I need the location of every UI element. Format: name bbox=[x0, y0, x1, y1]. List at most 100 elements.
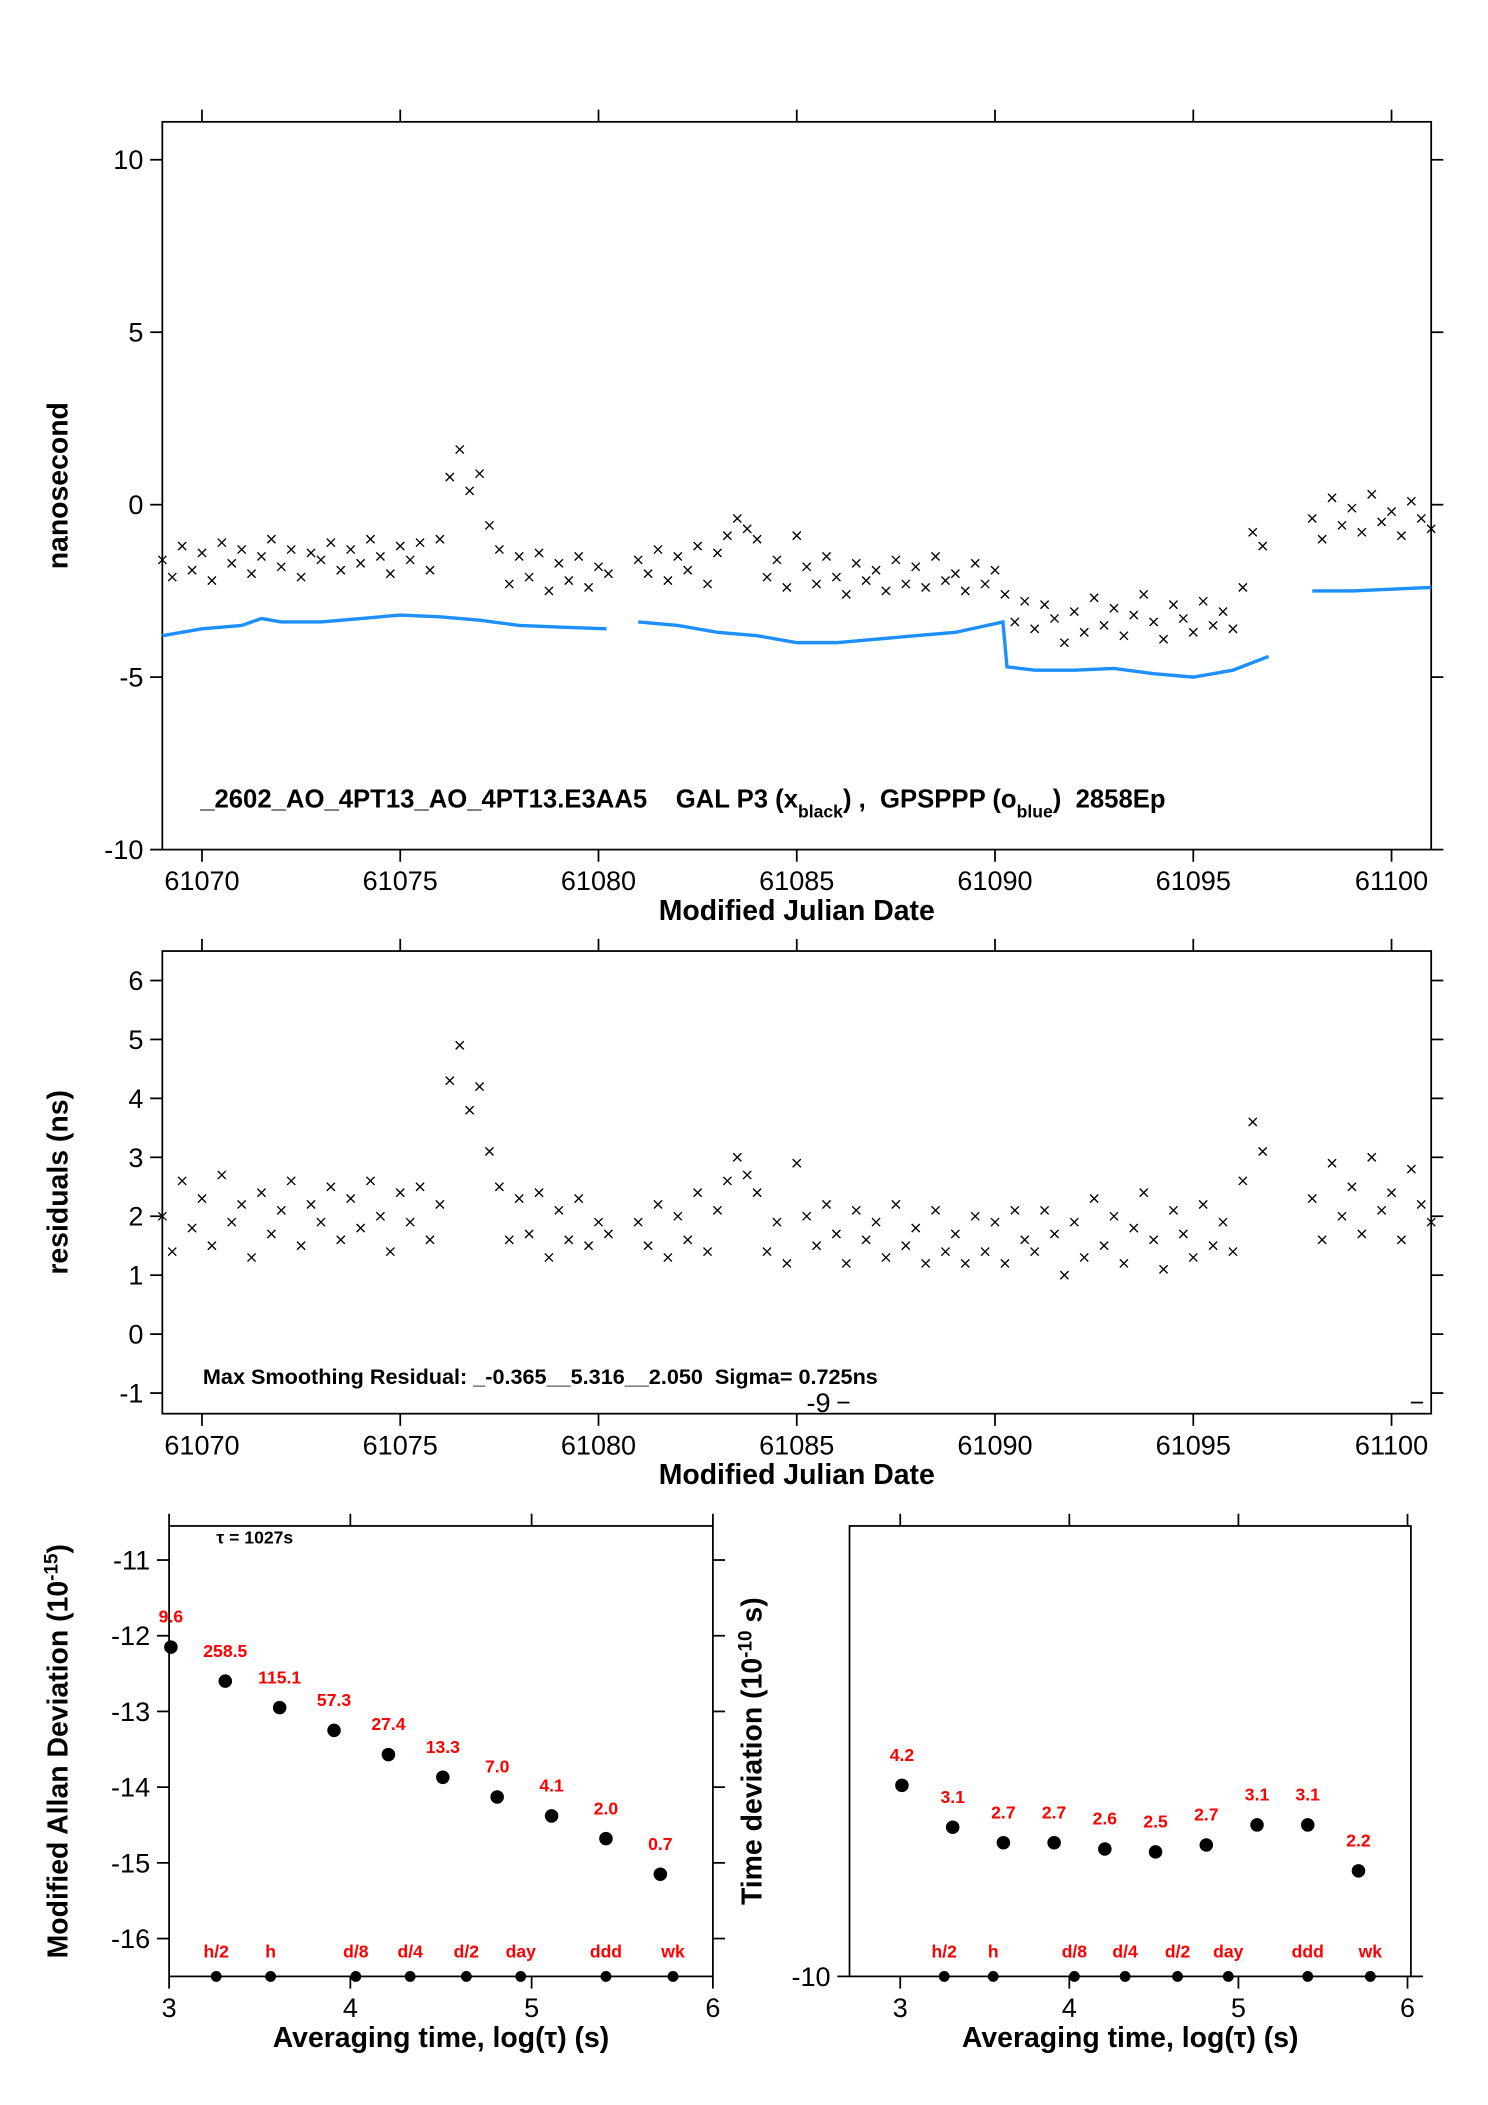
point-label: 3.1 bbox=[1245, 1785, 1270, 1805]
x-marker bbox=[1158, 1264, 1169, 1274]
point-label: 4.2 bbox=[890, 1745, 915, 1765]
x-marker bbox=[415, 1182, 425, 1192]
x-marker bbox=[514, 551, 524, 561]
point bbox=[1199, 1838, 1214, 1852]
x-marker bbox=[1208, 1241, 1218, 1251]
x-marker bbox=[1049, 1229, 1060, 1239]
point-label: 3.1 bbox=[940, 1787, 965, 1807]
x-marker bbox=[990, 565, 1000, 575]
y-tick-label: -13 bbox=[111, 1697, 150, 1727]
annotation-part: blue bbox=[1017, 802, 1053, 822]
y-tick-label: 6 bbox=[128, 966, 143, 996]
x-marker bbox=[247, 569, 257, 579]
series-line bbox=[162, 585, 1432, 679]
x-marker bbox=[1099, 620, 1109, 630]
x-marker bbox=[821, 551, 832, 561]
period-marker bbox=[938, 1971, 950, 1982]
annotation-part: τ = 1027s bbox=[216, 1528, 293, 1548]
x-marker bbox=[306, 548, 316, 558]
x-marker bbox=[276, 562, 286, 572]
y-tick-label: 4 bbox=[128, 1084, 143, 1114]
x-marker bbox=[247, 1252, 257, 1263]
x-marker bbox=[564, 1235, 574, 1245]
x-marker bbox=[504, 579, 514, 589]
y-axis-label: Modified Allan Deviation (10-15) bbox=[41, 1544, 74, 1958]
annotation: _2602_AO_4PT13_AO_4PT13.E3AA5 GAL P3 (x b… bbox=[199, 786, 1165, 822]
x-marker bbox=[1307, 513, 1317, 524]
x-marker bbox=[1178, 613, 1188, 624]
y-axis-label-part: -10 bbox=[735, 1630, 756, 1657]
period-marker bbox=[1302, 1971, 1314, 1982]
x-marker bbox=[772, 555, 782, 565]
y-tick-label: 0 bbox=[128, 1320, 143, 1350]
y-axis-label-part: Modified Allan Deviation (10 bbox=[43, 1581, 75, 1959]
annotation-part: _2602_AO_4PT13_AO_4PT13.E3AA5 GAL P3 (x bbox=[199, 786, 798, 814]
x-marker bbox=[911, 562, 921, 572]
x-tick-label: 61070 bbox=[164, 866, 239, 896]
x-marker bbox=[1129, 1223, 1139, 1233]
x-marker bbox=[1059, 1270, 1069, 1280]
x-marker bbox=[742, 524, 752, 534]
x-marker bbox=[831, 572, 841, 582]
x-marker bbox=[960, 1258, 970, 1268]
y-axis-label-part: s) bbox=[737, 1597, 769, 1630]
x-marker bbox=[227, 1217, 237, 1227]
x-marker bbox=[1198, 596, 1208, 606]
period-marker bbox=[265, 1971, 277, 1982]
x-marker bbox=[475, 469, 485, 479]
x-tick-label: 61070 bbox=[164, 1430, 239, 1460]
point-label: 4.1 bbox=[539, 1776, 564, 1796]
point bbox=[599, 1831, 613, 1846]
y-tick-label: -5 bbox=[119, 663, 143, 693]
x-marker bbox=[742, 1170, 752, 1180]
x-marker bbox=[425, 565, 435, 575]
x-marker bbox=[1357, 527, 1367, 537]
x-marker bbox=[266, 1229, 276, 1239]
x-marker bbox=[554, 1205, 564, 1215]
x-marker bbox=[1367, 489, 1377, 499]
x-marker bbox=[296, 1241, 306, 1251]
x-marker bbox=[1396, 1235, 1406, 1245]
x-marker bbox=[554, 558, 564, 568]
plot-frame bbox=[168, 1525, 714, 1978]
point-label: 3.1 bbox=[1296, 1785, 1321, 1805]
period-label: d/8 bbox=[1062, 1941, 1088, 1961]
x-marker bbox=[524, 572, 534, 582]
x-marker bbox=[861, 1235, 871, 1245]
x-marker bbox=[385, 1247, 395, 1257]
x-marker bbox=[435, 534, 445, 544]
x-marker bbox=[574, 1194, 584, 1204]
x-marker bbox=[722, 531, 732, 541]
annotation-part: ) , GPSPPP (o bbox=[843, 786, 1017, 814]
x-marker bbox=[643, 569, 653, 579]
x-marker bbox=[385, 569, 395, 579]
x-marker bbox=[316, 555, 326, 565]
point bbox=[544, 1809, 559, 1823]
x-marker bbox=[584, 1241, 594, 1251]
x-marker bbox=[1317, 1235, 1327, 1245]
x-marker bbox=[1416, 513, 1426, 524]
x-marker bbox=[1406, 496, 1416, 506]
point-label: 2.5 bbox=[1143, 1812, 1168, 1832]
x-marker bbox=[732, 513, 742, 524]
point bbox=[327, 1723, 341, 1738]
x-marker bbox=[256, 551, 266, 561]
x-marker bbox=[663, 576, 673, 586]
x-marker bbox=[1238, 1176, 1248, 1186]
point bbox=[1250, 1818, 1264, 1832]
x-marker bbox=[653, 544, 663, 555]
x-tick-label: 5 bbox=[524, 1993, 539, 2023]
x-marker bbox=[1010, 617, 1020, 627]
x-marker bbox=[931, 551, 941, 561]
period-marker bbox=[404, 1971, 416, 1982]
x-tick-label: 61085 bbox=[759, 866, 834, 896]
x-marker bbox=[484, 1146, 494, 1156]
x-marker bbox=[405, 555, 415, 565]
period-marker bbox=[667, 1971, 679, 1982]
x-marker bbox=[207, 576, 217, 586]
x-marker bbox=[703, 579, 713, 589]
x-marker bbox=[326, 1182, 336, 1192]
plot-frame bbox=[848, 1525, 1412, 1978]
x-axis-label: Averaging time, log(τ) (s) bbox=[273, 2022, 610, 2054]
